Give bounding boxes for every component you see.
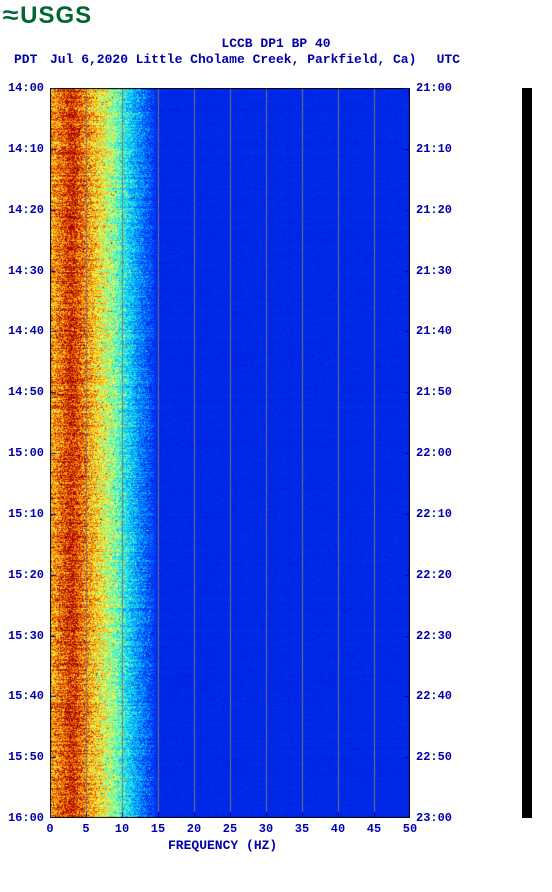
time-tick-utc: 21:50 (416, 385, 452, 399)
freq-tick: 0 (46, 822, 53, 836)
time-tick-pdt: 14:00 (0, 81, 44, 95)
time-tick-utc: 23:00 (416, 811, 452, 825)
time-tick-pdt: 14:40 (0, 324, 44, 338)
freq-tick: 50 (403, 822, 417, 836)
time-tick-pdt: 15:20 (0, 568, 44, 582)
time-tick-pdt: 15:40 (0, 689, 44, 703)
time-tick-pdt: 15:30 (0, 629, 44, 643)
freq-tick: 15 (151, 822, 165, 836)
time-tick-utc: 21:40 (416, 324, 452, 338)
time-tick-utc: 21:00 (416, 81, 452, 95)
right-amplitude-bar (522, 88, 532, 818)
usgs-logo-text: USGS (20, 2, 92, 29)
xlabel: FREQUENCY (HZ) (168, 838, 277, 853)
time-tick-pdt: 16:00 (0, 811, 44, 825)
freq-tick: 20 (187, 822, 201, 836)
freq-tick: 30 (259, 822, 273, 836)
freq-tick: 10 (115, 822, 129, 836)
time-tick-pdt: 14:10 (0, 142, 44, 156)
location-label: Little Cholame Creek, Parkfield, Ca) (0, 52, 552, 67)
usgs-logo: ≈USGS (4, 2, 92, 30)
time-tick-utc: 21:20 (416, 203, 452, 217)
time-tick-pdt: 14:50 (0, 385, 44, 399)
time-tick-utc: 22:40 (416, 689, 452, 703)
time-tick-utc: 22:20 (416, 568, 452, 582)
time-tick-pdt: 14:20 (0, 203, 44, 217)
spectrogram-canvas (50, 88, 410, 818)
time-tick-utc: 22:00 (416, 446, 452, 460)
usgs-logo-wave: ≈ (3, 2, 20, 30)
freq-tick: 35 (295, 822, 309, 836)
freq-tick: 5 (82, 822, 89, 836)
freq-tick: 45 (367, 822, 381, 836)
time-tick-utc: 22:50 (416, 750, 452, 764)
utc-label: UTC (437, 52, 460, 67)
time-tick-utc: 22:10 (416, 507, 452, 521)
time-tick-pdt: 15:00 (0, 446, 44, 460)
time-tick-utc: 22:30 (416, 629, 452, 643)
time-tick-utc: 21:10 (416, 142, 452, 156)
time-tick-utc: 21:30 (416, 264, 452, 278)
time-tick-pdt: 15:50 (0, 750, 44, 764)
freq-tick: 25 (223, 822, 237, 836)
freq-tick: 40 (331, 822, 345, 836)
spectrogram-plot: 14:0021:0014:1021:1014:2021:2014:3021:30… (50, 88, 410, 818)
plot-title: LCCB DP1 BP 40 (0, 36, 552, 51)
time-tick-pdt: 15:10 (0, 507, 44, 521)
time-tick-pdt: 14:30 (0, 264, 44, 278)
